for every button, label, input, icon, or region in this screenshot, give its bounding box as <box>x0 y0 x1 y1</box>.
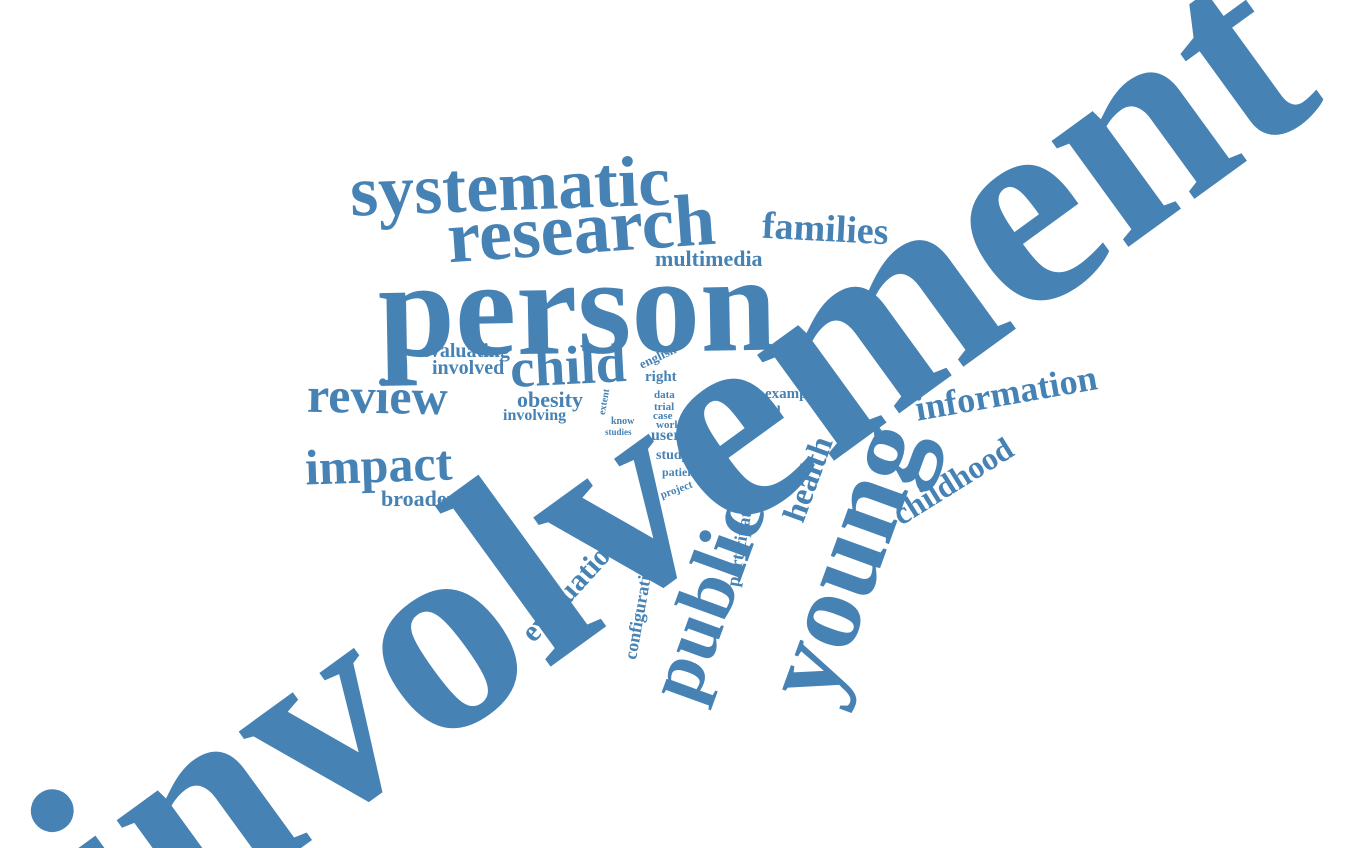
word-know: know <box>611 416 635 427</box>
word-impact: impact <box>304 434 454 496</box>
word-study: study <box>656 448 689 463</box>
word-clinical: clinical <box>735 404 781 420</box>
word-obesity: obesity <box>517 387 583 412</box>
word-trial: trial <box>654 401 675 413</box>
word-work: work <box>656 419 681 431</box>
word-involved: involved <box>432 357 505 379</box>
word-families: families <box>760 204 890 254</box>
word-multimedia: multimedia <box>655 246 763 271</box>
word-broadening: broadening <box>381 486 489 511</box>
word-review: review <box>306 366 449 426</box>
word-user: user <box>651 427 681 444</box>
word-involving: involving <box>503 407 567 424</box>
word-example: example <box>765 386 819 402</box>
word-evaluating: evaluating <box>421 340 510 362</box>
word-right: right <box>645 369 677 385</box>
word-studies: studies <box>605 427 632 437</box>
word-patient: patient <box>662 465 698 479</box>
word-case: case <box>653 410 673 422</box>
word-data: data <box>654 389 675 401</box>
